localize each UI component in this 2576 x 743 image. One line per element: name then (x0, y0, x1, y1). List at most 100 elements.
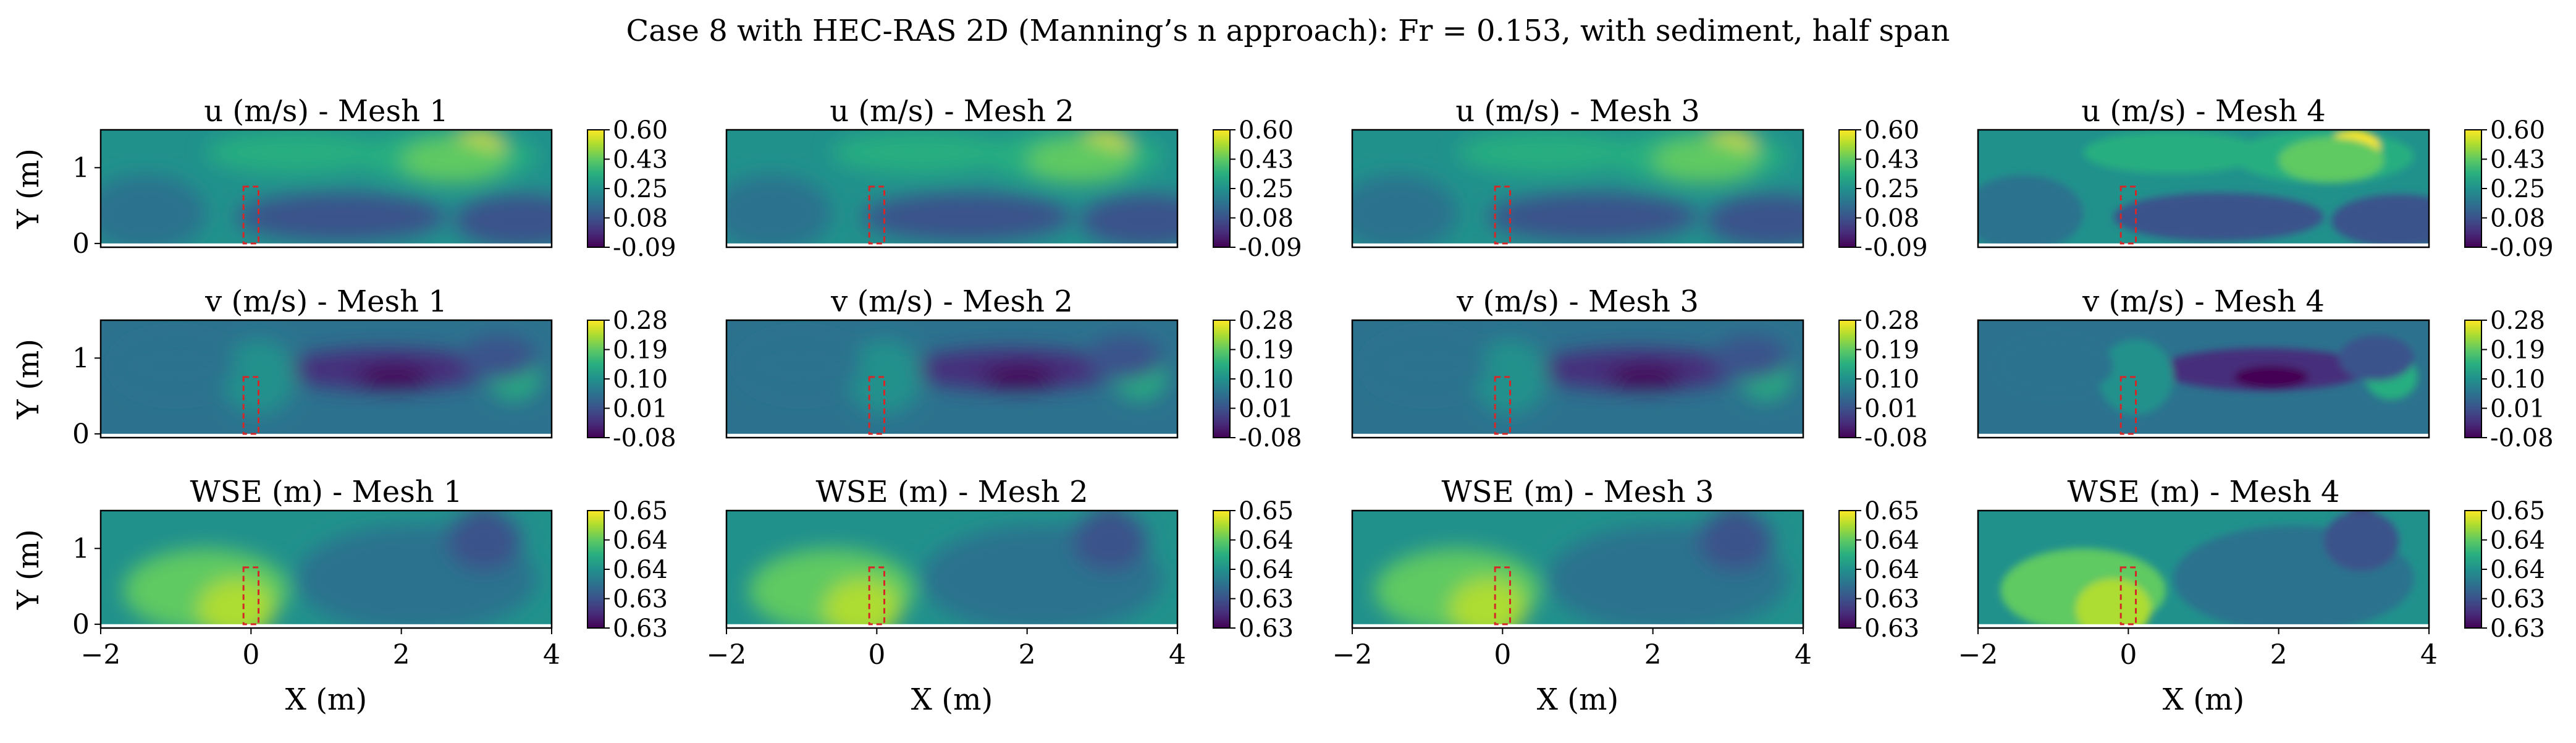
obstacle-outline (1494, 566, 1512, 626)
field-blob (2339, 335, 2414, 381)
field-blob (1352, 175, 1458, 247)
axes-frame (1977, 509, 2430, 629)
colorbar (2464, 510, 2482, 629)
field-blob (1472, 339, 1548, 415)
field-blob (1488, 192, 1698, 242)
field-heatmap (726, 511, 1177, 628)
field-blob (2331, 194, 2429, 247)
x-axis-label: X (m) (285, 682, 367, 717)
colorbar (1838, 129, 1856, 248)
field-blob (982, 365, 1058, 389)
field-heatmap (1352, 130, 1803, 247)
field-blob (862, 192, 1072, 242)
obstacle-outline (2119, 376, 2137, 435)
colorbar-tick-label: 0.10 (613, 365, 668, 394)
colorbar-tick-label: 0.63 (1239, 614, 1294, 643)
colorbar-tick-label: 0.63 (1864, 614, 1919, 643)
field-blob (453, 194, 552, 247)
field-blob (831, 131, 1012, 174)
colorbar-tick-label: 0.64 (2490, 527, 2545, 555)
obstacle-outline (2119, 566, 2137, 626)
colorbar-tick-label: -0.09 (2490, 234, 2554, 262)
obstacle-outline (868, 376, 885, 435)
axes-frame (99, 509, 553, 629)
field-blob (2233, 365, 2309, 389)
y-tick-label: 1 (72, 152, 90, 184)
colorbar-tick-label: 0.19 (613, 336, 668, 365)
subplot-wse-2: WSE (m) - Mesh 2−2 0 2 4X (m)0.650.640.640.… (707, 475, 1294, 717)
x-tick-label: −2 (1958, 639, 1998, 671)
colorbar-tick-label: 0.63 (2490, 614, 2545, 643)
subplot-u-1: u (m/s) - Mesh 1 0 1 Y (m) 0.600.430.250.08-… (11, 94, 676, 262)
colorbar (587, 129, 605, 248)
subplot-title: u (m/s) - Mesh 2 (830, 94, 1074, 129)
colorbar-tick-label: 0.08 (1864, 205, 1919, 233)
field-blob (446, 511, 522, 572)
colorbar-tick-label: 0.28 (1239, 307, 1294, 335)
colorbar-tick-label: 0.28 (2490, 307, 2545, 335)
subplot-title: v (m/s) - Mesh 4 (2082, 284, 2325, 319)
field-blob (461, 335, 537, 381)
field-heatmap (726, 320, 1177, 438)
colorbar-tick-label: 0.25 (613, 175, 668, 203)
colorbar (2464, 129, 2482, 248)
figure-title: Case 8 with HEC-RAS 2D (Manning’s n appr… (626, 14, 1950, 48)
colorbar-tick-label: 0.10 (2490, 365, 2545, 394)
obstacle-outline (242, 376, 259, 435)
subplot-v-3: v (m/s) - Mesh 3 0.280.190.100.01-0.08 (1351, 284, 1928, 452)
x-tick-label: 0 (2119, 639, 2137, 671)
field-blob (1705, 194, 1803, 247)
axes-frame (1351, 319, 1804, 439)
field-blob (824, 579, 899, 628)
subplot-wse-3: WSE (m) - Mesh 3−2 0 2 4X (m)0.650.640.640.… (1332, 475, 1920, 717)
field-blob (2083, 131, 2264, 174)
colorbar-tick-label: 0.65 (1239, 497, 1294, 525)
y-tick-label: 0 (72, 418, 90, 450)
colorbar-tick-label: 0.25 (1239, 175, 1294, 203)
subplot-title: u (m/s) - Mesh 4 (2081, 94, 2326, 129)
colorbar-tick-label: 0.63 (1864, 585, 1919, 614)
subplot-u-2: u (m/s) - Mesh 2 0.600.430.250.08-0.09 (725, 94, 1302, 262)
colorbar-tick-label: 0.25 (1864, 175, 1919, 203)
colorbar-tick-label: -0.09 (1864, 234, 1928, 262)
field-blob (1079, 194, 1177, 247)
subplot-title: WSE (m) - Mesh 2 (815, 475, 1088, 509)
field-blob (356, 365, 432, 389)
x-tick-label: 4 (2420, 639, 2438, 671)
colorbar (1213, 320, 1231, 438)
field-heatmap (726, 130, 1177, 247)
field-blob (2278, 137, 2384, 183)
field-blob (2098, 339, 2174, 415)
colorbar-tick-label: 0.19 (1864, 336, 1919, 365)
colorbar (1213, 129, 1231, 248)
axes-frame (1977, 319, 2430, 439)
axes-frame (1351, 129, 1804, 248)
field-heatmap (101, 130, 552, 247)
colorbar-tick-label: -0.09 (613, 234, 676, 262)
field-blob (1978, 175, 2084, 247)
colorbar-tick-label: 0.64 (2490, 556, 2545, 584)
field-blob (1087, 335, 1163, 381)
obstacle-outline (2119, 185, 2137, 245)
axes-frame (99, 129, 553, 248)
colorbar-tick-label: 0.64 (1239, 556, 1294, 584)
x-tick-label: −2 (707, 639, 747, 671)
colorbar-tick-label: 0.63 (2490, 585, 2545, 614)
subplot-title: u (m/s) - Mesh 1 (204, 94, 448, 129)
field-heatmap (1978, 320, 2429, 438)
field-blob (726, 175, 832, 247)
subplot-title: WSE (m) - Mesh 4 (2067, 475, 2339, 509)
colorbar-tick-label: 0.63 (1239, 585, 1294, 614)
field-heatmap (101, 511, 552, 628)
field-blob (1607, 365, 1683, 389)
obstacle-outline (1494, 376, 1512, 435)
colorbar-tick-label: -0.09 (1239, 234, 1302, 262)
colorbar-tick-label: 0.01 (1864, 395, 1919, 423)
field-heatmap (1352, 320, 1803, 438)
colorbar-tick-label: 0.10 (1239, 365, 1294, 394)
x-tick-label: 2 (2270, 639, 2288, 671)
colorbar (2464, 320, 2482, 438)
x-tick-label: 0 (242, 639, 259, 671)
field-blob (1450, 579, 1525, 628)
